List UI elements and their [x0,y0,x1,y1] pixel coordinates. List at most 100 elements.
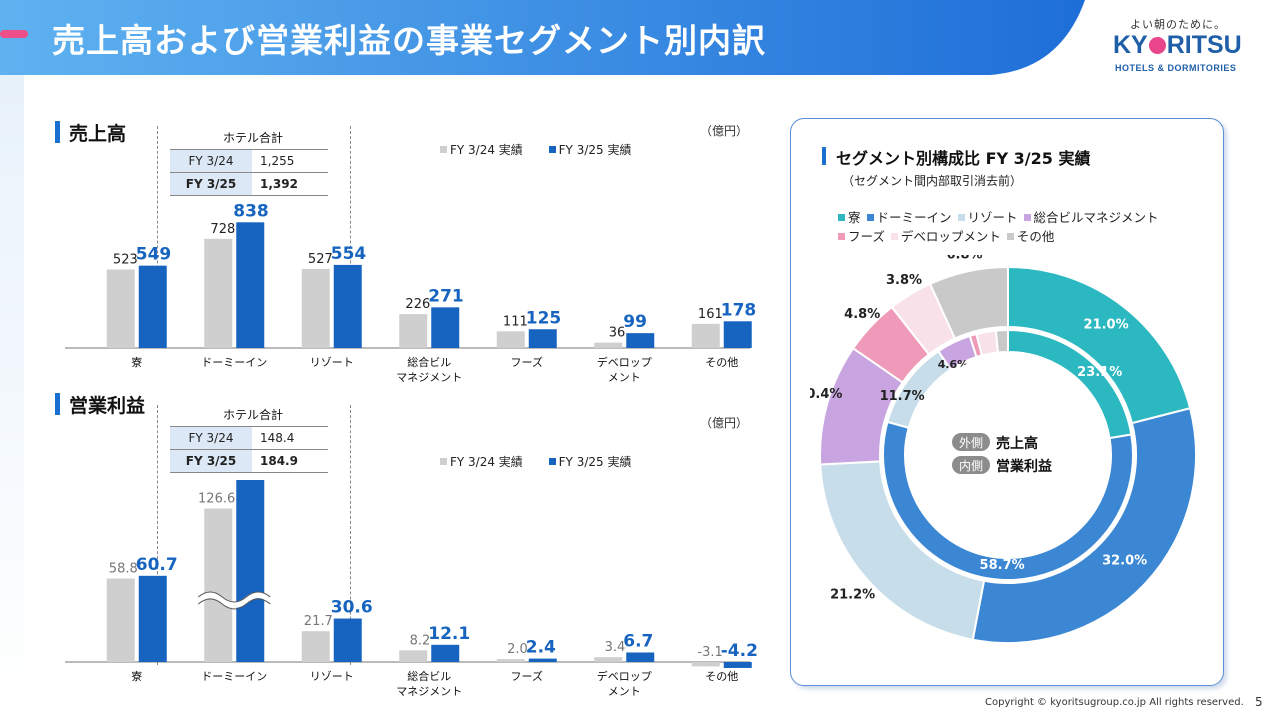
label-fy24: 126.6 [198,492,235,507]
category-label: フーズ [511,355,543,369]
donut-legend-item: 総合ビルマネジメント [1023,210,1159,225]
legend-label: FY 3/24 実績 [450,455,523,469]
category-label: 寮 [131,669,142,683]
axis-break-line [197,598,271,610]
label-fy25: 30.6 [331,598,373,618]
table-row: FY 3/24 1,255 [170,149,328,173]
label-fy25: 60.7 [136,555,178,575]
hotel-group-divider [157,126,158,348]
table-cell: FY 3/24 [170,149,252,173]
bar-fy25 [236,480,265,662]
bar-fy25 [528,329,557,348]
donut-title: セグメント別構成比 FY 3/25 実績 [822,145,1090,169]
bar-fy24 [399,314,428,348]
donut-data-label: 23.1% [1077,365,1122,380]
label-fy24: 21.7 [304,614,333,629]
hotel-group-divider [157,405,158,665]
label-fy25: 99 [623,312,647,332]
label-fy24: 3.4 [605,640,626,655]
bar-fy24 [594,342,623,348]
donut-data-label: 3.8% [886,273,922,288]
sales-legend: FY 3/24 実績 FY 3/25 実績 [440,141,631,158]
category-label: リゾート [310,356,354,369]
bar-fy25 [333,618,362,662]
donut-data-label: 10.4% [810,387,842,402]
category-label: フーズ [511,669,543,683]
sales-hotel-table: FY 3/24 1,255 FY 3/25 1,392 [170,149,328,196]
legend-swatch [1023,214,1031,221]
center-label: 売上高 [996,435,1038,452]
donut-legend-item: 寮 [838,210,861,225]
category-label: その他 [705,356,738,369]
page-number: 5 [1255,695,1263,709]
profit-legend: FY 3/24 実績 FY 3/25 実績 [440,453,631,470]
donut-legend-item: ドーミーイン [866,210,952,225]
legend-label: 総合ビルマネジメント [1033,210,1159,225]
profit-hotel-table: FY 3/24 148.4 FY 3/25 184.9 [170,426,328,473]
profit-heading: 営業利益 [55,391,145,418]
donut-data-label: 58.7% [980,558,1025,573]
legend-label: フーズ [848,229,885,244]
label-fy24: 527 [308,252,333,267]
donut-data-label: 21.2% [830,587,875,602]
label-fy25: 271 [428,286,464,306]
legend-label: リゾート [967,210,1018,225]
legend-swatch-fy25 [548,146,556,153]
legend-swatch [838,214,845,221]
donut-data-label: 4.8% [844,307,880,322]
sales-heading: 売上高 [55,119,126,146]
legend-swatch [957,214,965,221]
legend-label: FY 3/25 実績 [558,143,632,157]
category-label: デベロップ [597,355,652,369]
label-fy24: 161 [698,307,723,322]
center-label: 営業利益 [996,458,1052,475]
table-row: FY 3/25 1,392 [170,172,328,196]
logo-tagline: よい朝のために。 [1130,18,1226,31]
label-fy24: 36 [609,326,626,341]
center-tag-pill [952,433,990,451]
profit-bar-chart: 58.860.7寮126.6154.3ドーミーイン21.730.6リゾート8.2… [65,480,758,698]
bar-fy25 [626,652,655,662]
legend-swatch-fy24 [440,146,447,153]
donut-hole [908,355,1108,555]
donut-data-label: 6.8% [947,255,983,263]
logo-text-pre: KY [1113,31,1148,59]
label-fy24: 728 [210,222,235,237]
category-label: 寮 [131,355,142,369]
donut-legend: 寮ドーミーイン リゾート 総合ビルマネジメント フーズ デベロップメント その他 [838,208,1198,246]
bar-fy24 [301,631,330,662]
legend-swatch [890,233,898,240]
label-fy25: 178 [721,300,757,320]
donut-legend-item: デベロップメント [890,229,1001,244]
bar-fy25 [236,222,265,348]
category-label: デベロップ [597,669,652,683]
legend-swatch [838,233,845,240]
axis-break-mark [196,592,273,608]
hotel-group-divider [350,126,351,348]
center-tag: 外側 [959,436,983,450]
legend-label: デベロップメント [900,229,1001,244]
category-label: マネジメント [396,685,462,698]
donut-data-label: 21.0% [1084,318,1129,333]
segment-donut-chart: 21.0% 32.0% 21.2% 10.4% 4.8% 3.8% 6.8% 23.1% 58.… [810,255,1197,644]
center-tag: 内側 [959,459,983,473]
bar-fy25 [723,662,752,668]
axis-break-line [197,591,271,603]
donut-slice [928,265,1009,340]
legend-label: ドーミーイン [876,210,952,225]
label-fy24: 2.0 [507,642,528,657]
legend-label: FY 3/24 実績 [450,143,523,157]
page-title: 売上高および営業利益の事業セグメント別内訳 [52,21,766,60]
copyright: Copyright © kyoritsugroup.co.jp All righ… [985,697,1244,708]
logo-subtitle: HOTELS & DORMITORIES [1115,63,1237,73]
bar-fy24 [301,268,330,348]
donut-legend-item: フーズ [838,229,885,244]
legend-label: 寮 [848,210,861,225]
bar-fy24 [496,659,525,662]
label-fy24: 8.2 [410,633,431,648]
donut-slice [994,328,1009,354]
table-cell: FY 3/25 [170,172,252,196]
table-row: FY 3/24 148.4 [170,426,328,450]
label-fy24: 58.8 [109,562,138,577]
